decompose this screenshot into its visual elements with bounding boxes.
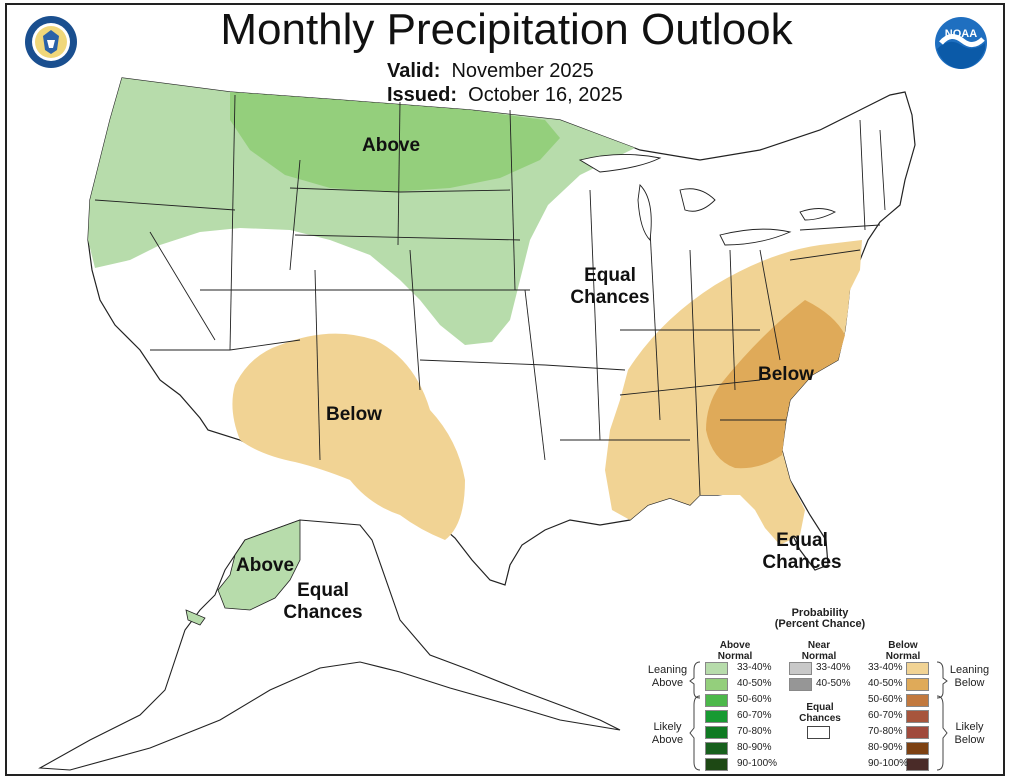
legend-leaning-above-line1: Leaning xyxy=(647,664,688,676)
legend-leaning-below-line1: Leaning xyxy=(949,664,990,676)
legend-near-header-line1: Near xyxy=(807,640,831,651)
valid-line: Valid: November 2025 xyxy=(387,60,594,83)
legend-below-swatch-2 xyxy=(906,694,929,707)
label-equal-florida: Equal Chances xyxy=(752,530,852,574)
legend-near-label-0: 33-40% xyxy=(816,662,851,673)
legend-equal-line2: Chances xyxy=(799,713,841,724)
legend-title: Probability (Percent Chance) xyxy=(760,608,880,630)
label-equal-central-line1: Equal xyxy=(584,265,636,286)
valid-label: Valid: xyxy=(387,60,441,82)
label-equal-central-line2: Chances xyxy=(570,287,650,308)
legend-below-label-1: 40-50% xyxy=(868,678,903,689)
issued-value: October 16, 2025 xyxy=(468,84,623,106)
state-boundaries xyxy=(94,94,886,496)
legend-below-swatch-4 xyxy=(906,726,929,739)
legend-below-swatch-0 xyxy=(906,662,929,675)
legend-near-swatch-1 xyxy=(789,678,812,691)
legend-below-label-2: 50-60% xyxy=(868,694,903,705)
label-equal-central: Equal Chances xyxy=(560,265,660,309)
legend-equal-chances: Equal Chances xyxy=(790,702,850,724)
legend-above-swatch-5 xyxy=(705,742,728,755)
noaa-logo-icon: NOAA xyxy=(935,17,987,69)
legend-above-label-3: 60-70% xyxy=(737,710,772,721)
legend-leaning-below-line2: Below xyxy=(954,677,985,689)
legend-likely-above-line2: Above xyxy=(651,734,684,746)
legend-below-swatch-1 xyxy=(906,678,929,691)
legend-above-swatch-0 xyxy=(705,662,728,675)
noaa-logo-text: NOAA xyxy=(945,28,977,40)
legend-above-label-2: 50-60% xyxy=(737,694,772,705)
label-above-alaska: Above xyxy=(236,555,295,576)
label-below-southwest: Below xyxy=(326,404,382,425)
label-equal-alaska: Equal Chances xyxy=(273,580,373,624)
legend-equal-swatch xyxy=(807,726,830,739)
legend-equal-line1: Equal xyxy=(806,702,834,713)
label-above-north: Above xyxy=(362,135,421,156)
legend-below-header: Below Normal xyxy=(873,640,933,662)
legend-likely-above-line1: Likely xyxy=(653,721,682,733)
issued-label: Issued: xyxy=(387,84,458,106)
label-equal-florida-line2: Chances xyxy=(762,552,842,573)
legend-leaning-below: Leaning Below xyxy=(947,664,992,690)
legend-below-swatch-6 xyxy=(906,758,929,771)
legend-near-header: Near Normal xyxy=(789,640,849,662)
alaska-above-region xyxy=(217,519,301,611)
legend-above-swatch-3 xyxy=(705,710,728,723)
legend-above-header-line1: Above xyxy=(719,640,751,651)
valid-value: November 2025 xyxy=(451,60,594,82)
legend-likely-below-line2: Below xyxy=(954,734,985,746)
legend-above-label-5: 80-90% xyxy=(737,742,772,753)
legend-below-header-line2: Normal xyxy=(885,651,921,662)
legend-likely-below: Likely Below xyxy=(947,721,992,747)
legend-leaning-above: Leaning Above xyxy=(645,664,690,690)
label-below-southeast: Below xyxy=(758,364,814,385)
legend-above-label-0: 33-40% xyxy=(737,662,772,673)
great-lakes xyxy=(578,154,837,246)
legend-below-label-0: 33-40% xyxy=(868,662,903,673)
legend-below-label-5: 80-90% xyxy=(868,742,903,753)
legend-title-line2: (Percent Chance) xyxy=(774,618,866,630)
legend-below-header-line1: Below xyxy=(888,640,918,651)
label-equal-alaska-line2: Chances xyxy=(283,602,363,623)
legend-near-header-line2: Normal xyxy=(801,651,837,662)
legend-title-line1: Probability xyxy=(791,607,849,619)
alaska-island xyxy=(185,609,206,626)
label-equal-alaska-line1: Equal xyxy=(297,580,349,601)
figure-border xyxy=(5,3,1005,776)
legend-above-swatch-1 xyxy=(705,678,728,691)
below-southwest-region xyxy=(232,333,465,540)
alaska-land xyxy=(38,519,621,771)
legend-below-label-3: 60-70% xyxy=(868,710,903,721)
legend-below-swatch-5 xyxy=(906,742,929,755)
legend-above-header: Above Normal xyxy=(705,640,765,662)
legend-above-swatch-6 xyxy=(705,758,728,771)
legend-likely-below-line1: Likely xyxy=(955,721,984,733)
legend-above-label-6: 90-100% xyxy=(737,758,778,769)
legend-above-header-line2: Normal xyxy=(717,651,753,662)
legend-above-swatch-2 xyxy=(705,694,728,707)
legend-above-swatch-4 xyxy=(705,726,728,739)
label-equal-florida-line1: Equal xyxy=(776,530,828,551)
legend-below-swatch-3 xyxy=(906,710,929,723)
map-title: Monthly Precipitation Outlook xyxy=(220,5,793,54)
legend-near-swatch-0 xyxy=(789,662,812,675)
legend-above-label-4: 70-80% xyxy=(737,726,772,737)
legend-above-label-1: 40-50% xyxy=(737,678,772,689)
legend-below-label-6: 90-100% xyxy=(868,758,909,769)
below-southeast-core xyxy=(706,300,845,469)
legend-near-label-1: 40-50% xyxy=(816,678,851,689)
issued-line: Issued: October 16, 2025 xyxy=(387,84,623,107)
legend-likely-above: Likely Above xyxy=(645,721,690,747)
doc-seal-icon xyxy=(25,16,77,68)
legend-leaning-above-line2: Above xyxy=(651,677,684,689)
above-40-50-region xyxy=(230,92,560,192)
legend-below-label-4: 70-80% xyxy=(868,726,903,737)
